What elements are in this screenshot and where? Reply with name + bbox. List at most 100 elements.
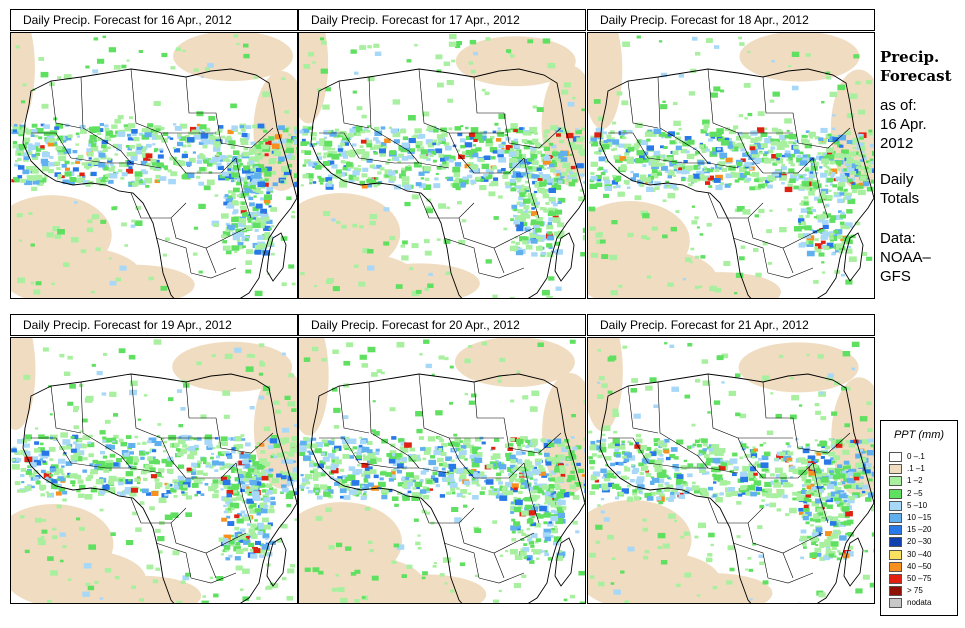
precip-cell <box>821 219 829 225</box>
precip-cell <box>468 61 474 65</box>
precip-cell <box>383 207 390 212</box>
precip-cell <box>547 222 552 226</box>
precip-cell <box>360 139 367 144</box>
precip-cell <box>543 521 548 525</box>
precip-cell <box>836 160 843 165</box>
precip-cell <box>438 203 446 209</box>
precip-cell <box>100 450 105 455</box>
precip-cell <box>809 171 814 174</box>
precip-cell <box>231 497 237 502</box>
country-border <box>358 157 450 169</box>
precip-cell <box>369 179 377 185</box>
precip-cell <box>243 513 248 517</box>
precip-cell <box>517 443 521 447</box>
precip-cell <box>233 187 240 193</box>
precip-cell <box>34 134 39 138</box>
precip-cell <box>44 175 48 178</box>
precip-cell <box>460 138 466 143</box>
precip-cell <box>18 130 25 135</box>
precip-cell <box>666 185 671 189</box>
precip-cell <box>790 163 795 167</box>
precip-cell <box>246 353 253 358</box>
precip-cell <box>168 483 173 487</box>
precip-cell <box>678 167 683 171</box>
precip-cell <box>177 438 186 445</box>
precip-cell <box>527 557 531 561</box>
precip-cell <box>713 86 721 92</box>
precip-cell <box>102 455 108 459</box>
precip-cell <box>146 564 154 570</box>
precip-cell <box>105 459 113 465</box>
precip-cell <box>772 171 780 177</box>
precip-cell <box>839 246 846 251</box>
precip-cell <box>824 213 831 218</box>
precip-cell <box>519 192 526 197</box>
precip-cell <box>270 170 277 175</box>
precip-cell <box>398 438 405 443</box>
precip-cell <box>836 168 841 171</box>
precip-cell <box>706 175 710 178</box>
precip-cell <box>100 219 107 224</box>
precip-cell <box>262 216 270 222</box>
precip-cell <box>530 197 538 203</box>
precip-cell <box>119 265 127 271</box>
precip-cell <box>754 157 762 163</box>
precip-cell <box>59 559 64 563</box>
precip-cell <box>548 207 552 211</box>
precip-cell <box>822 211 826 214</box>
precip-cell <box>123 489 130 495</box>
precip-cell <box>285 138 293 144</box>
precip-cell <box>684 136 692 141</box>
precip-cell <box>703 166 708 169</box>
precip-cell <box>817 217 825 223</box>
precip-cell <box>713 178 721 183</box>
precip-cell <box>734 468 739 471</box>
precip-cell <box>267 445 274 450</box>
precip-cell <box>511 175 516 179</box>
precip-cell <box>232 157 238 162</box>
precip-cell <box>399 129 407 134</box>
precip-cell <box>328 180 333 184</box>
precip-cell <box>126 459 133 465</box>
precip-cell <box>622 345 628 349</box>
precip-cell <box>176 389 183 393</box>
precip-cell <box>248 454 257 460</box>
precip-cell <box>664 342 668 345</box>
precip-cell <box>286 490 295 496</box>
precip-cell <box>40 493 45 497</box>
precip-cell <box>851 341 860 348</box>
precip-cell <box>433 183 441 189</box>
precip-cell <box>735 373 741 378</box>
precip-cell <box>141 149 147 153</box>
precip-cell <box>576 144 583 149</box>
precip-cell <box>699 142 703 146</box>
precip-cell <box>601 254 609 259</box>
africa-map-svg <box>11 33 297 298</box>
country-border <box>235 462 252 524</box>
precip-cell <box>531 390 540 396</box>
precip-cell <box>261 517 269 523</box>
precip-cell <box>622 130 627 133</box>
precip-cell <box>636 150 640 153</box>
precip-cell <box>268 136 275 141</box>
precip-cell <box>87 442 95 448</box>
precip-cell <box>873 481 874 486</box>
precip-cell <box>17 439 24 444</box>
precip-cell <box>705 181 711 185</box>
precip-cell <box>484 91 490 96</box>
precip-cell <box>479 185 487 191</box>
precip-cell <box>265 463 270 466</box>
precip-cell <box>471 164 479 170</box>
precip-cell <box>50 570 58 576</box>
precip-cell <box>449 469 454 472</box>
precip-cell <box>127 137 133 141</box>
precip-cell <box>89 463 94 467</box>
precip-cell <box>128 479 132 482</box>
precip-cell <box>555 249 563 255</box>
precip-cell <box>217 451 225 457</box>
precip-cell <box>248 149 257 155</box>
precip-cell <box>504 150 510 154</box>
precip-cell <box>244 211 249 215</box>
precip-cell <box>558 499 566 506</box>
precip-cell <box>98 177 103 180</box>
